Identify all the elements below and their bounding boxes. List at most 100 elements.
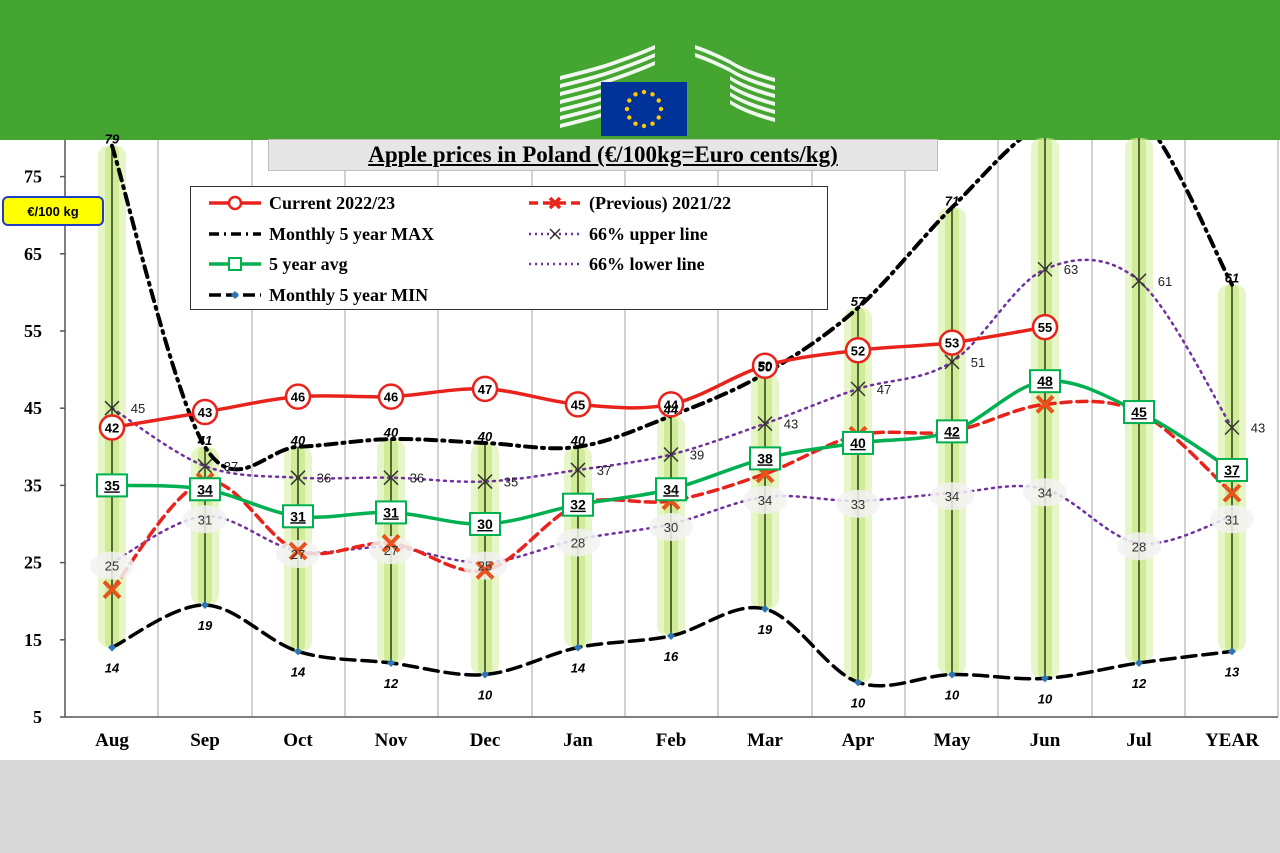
min-value-label: 14 <box>571 661 586 676</box>
current-marker <box>564 391 592 418</box>
avg-marker <box>1123 400 1155 425</box>
current-value-label: 50 <box>758 359 772 374</box>
min-marker <box>667 631 675 640</box>
max-value-label: 50 <box>758 359 773 374</box>
eu-star <box>627 115 632 120</box>
eu-star <box>650 92 655 97</box>
lower-label-halo <box>90 551 134 580</box>
min-marker <box>948 670 956 679</box>
avg-marker <box>469 512 501 536</box>
current-marker <box>938 329 966 356</box>
lower-value-label: 25 <box>478 559 492 574</box>
avg-marker <box>282 504 314 529</box>
upper-value-label: 37 <box>224 459 238 474</box>
min-value-label: 13 <box>1225 664 1240 679</box>
current-value-label: 46 <box>384 390 398 405</box>
min-marker <box>854 678 862 687</box>
current-value-label: 45 <box>571 397 585 412</box>
upper-marker <box>477 474 493 490</box>
lower-label-halo <box>183 505 227 534</box>
min-marker <box>294 647 302 656</box>
avg-marker <box>842 430 874 455</box>
lower-value-label: 27 <box>384 543 398 558</box>
lower-value-label: 27 <box>291 547 305 562</box>
upper-value-label: 47 <box>877 382 891 397</box>
legend-swatch-max <box>209 232 261 236</box>
current-value-label: 42 <box>105 421 119 436</box>
current-value-label: 52 <box>851 343 865 358</box>
upper-value-label: 51 <box>971 355 985 370</box>
max-value-label: 71 <box>945 193 959 208</box>
lower-label-halo <box>276 540 320 569</box>
lower-value-label: 34 <box>1038 485 1052 500</box>
previous-marker <box>475 560 495 580</box>
eu-star <box>624 106 630 112</box>
legend-label-min: Monthly 5 year MIN <box>269 284 429 305</box>
min-marker <box>201 601 209 610</box>
legend-item-upper: 66% upper line <box>529 219 708 249</box>
upper-marker <box>104 400 120 416</box>
max-value-label: 57 <box>851 294 866 309</box>
current-value-label: 46 <box>291 390 305 405</box>
avg-value-label: 34 <box>197 481 213 497</box>
min-value-label: 14 <box>291 664 306 679</box>
lower-label-halo <box>743 485 787 514</box>
avg-value-label: 31 <box>290 508 306 524</box>
upper-value-label: 43 <box>784 417 798 432</box>
min-marker <box>387 658 395 667</box>
x-tick-label: May <box>934 730 971 751</box>
y-tick-label: 15 <box>24 630 42 650</box>
min-marker <box>108 643 116 652</box>
min-value-label: 12 <box>384 676 399 691</box>
min-value-label: 19 <box>758 622 773 637</box>
min-value-label: 14 <box>105 661 120 676</box>
avg-value-label: 37 <box>1224 462 1240 478</box>
min-marker <box>1041 674 1049 683</box>
x-tick-label: Jan <box>563 730 593 751</box>
upper-value-label: 36 <box>317 471 331 486</box>
x-tick-label: Sep <box>190 730 220 751</box>
legend-label-avg: 5 year avg <box>269 253 348 274</box>
current-value-label: 47 <box>478 382 492 397</box>
eu-star <box>658 106 664 112</box>
eu-star <box>656 98 661 103</box>
x-tick-label: Feb <box>656 730 687 751</box>
eu-star <box>633 92 638 97</box>
lower-value-label: 31 <box>198 512 212 527</box>
previous-marker <box>1222 483 1242 503</box>
upper-value-label: 61 <box>1158 274 1172 289</box>
current-marker <box>471 375 499 403</box>
min-value-label: 12 <box>1132 676 1147 691</box>
legend-item-previous: (Previous) 2021/22 <box>529 188 731 218</box>
upper-marker <box>1037 261 1053 277</box>
max-value-label: 41 <box>197 433 212 448</box>
legend-swatch-previous <box>529 196 581 210</box>
current-value-label: 43 <box>198 405 212 420</box>
x-tick-label: Dec <box>470 730 501 751</box>
avg-value-label: 42 <box>944 423 960 439</box>
lower-label-halo <box>556 528 600 557</box>
max-value-label: 44 <box>663 402 679 417</box>
legend-item-min: Monthly 5 year MIN <box>209 280 428 310</box>
current-value-label: 53 <box>945 336 959 351</box>
current-marker <box>98 414 126 441</box>
min-value-label: 19 <box>198 618 213 633</box>
max-value-label: 40 <box>570 433 586 448</box>
legend-item-lower: 66% lower line <box>529 249 705 279</box>
ec-logo <box>555 40 780 140</box>
previous-marker <box>288 541 308 561</box>
legend-label-previous: (Previous) 2021/22 <box>589 192 732 213</box>
upper-marker <box>290 470 306 486</box>
lower-value-label: 34 <box>945 489 959 504</box>
current-value-label: 44 <box>664 397 679 412</box>
avg-marker <box>375 500 407 525</box>
avg-marker <box>1216 457 1248 482</box>
min-marker <box>481 670 489 679</box>
max-value-label: 40 <box>383 425 399 440</box>
current-marker <box>284 383 312 410</box>
lower-label-halo <box>1023 478 1067 507</box>
current-value-label: 55 <box>1038 320 1052 335</box>
x-tick-label: YEAR <box>1205 730 1259 751</box>
current-marker <box>191 398 219 426</box>
